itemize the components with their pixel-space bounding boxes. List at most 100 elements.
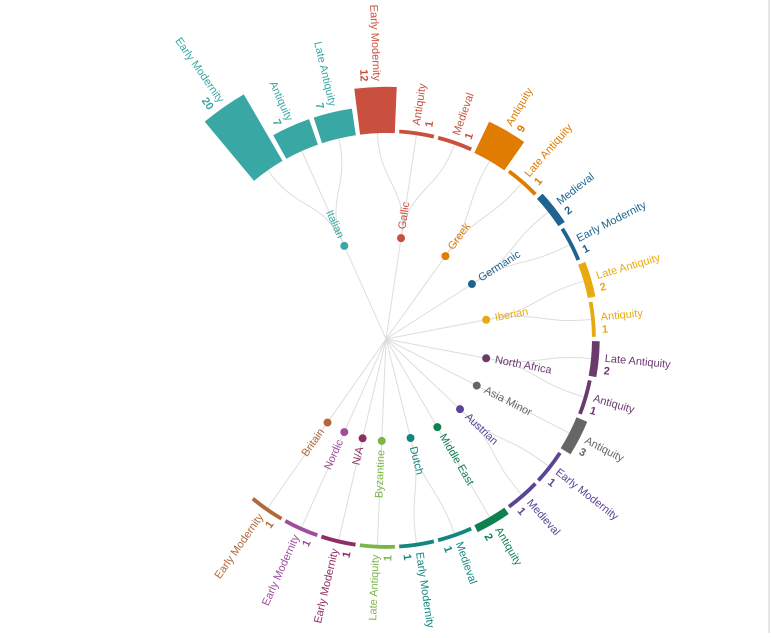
group-label-text: Greek [446, 221, 474, 253]
leaf-bar [437, 526, 472, 543]
root-link [385, 338, 412, 439]
leaf-count: 1 [588, 405, 597, 418]
group-label-text: N/A [350, 445, 366, 466]
group-nodes [323, 234, 491, 445]
leaf-label-text: Antiquity [592, 393, 636, 417]
leaf-label: Early Modernity1 [260, 533, 314, 613]
group-node [358, 434, 367, 443]
leaf-link [400, 144, 455, 239]
leaf-link [486, 315, 592, 322]
leaf-bar [536, 451, 562, 482]
leaf-link [471, 244, 570, 285]
leaf-label-text: Early Modernity [413, 551, 436, 629]
root-link [362, 338, 387, 439]
group-label-text: Asia Minor [482, 384, 534, 419]
leaf-link [486, 356, 592, 363]
leaf-bar [204, 94, 283, 181]
leaf-link [410, 437, 455, 534]
scrollbar-track[interactable] [768, 0, 770, 633]
group-node [340, 428, 349, 437]
leaf-link [445, 183, 522, 257]
root-link [385, 238, 402, 340]
leaf-label: Early Modernity1 [312, 547, 354, 628]
group-node [456, 405, 465, 414]
leaf-label-text: Antiquity [583, 435, 626, 465]
leaf-label: Late Antiquity1 [367, 554, 394, 622]
leaf-link [436, 426, 491, 518]
root-link [343, 338, 387, 433]
group-label: Germanic [476, 248, 523, 284]
leaf-link [445, 160, 491, 257]
leaf-label: Early Modernity1 [212, 511, 276, 588]
leaf-link [338, 438, 364, 540]
leaf-bar [560, 417, 588, 455]
leaf-link [267, 422, 328, 509]
leaf-count: 7 [313, 102, 326, 111]
group-label: Asia Minor [482, 384, 534, 419]
leaf-label-text: Early Modernity [553, 466, 621, 523]
leaf-link [267, 169, 345, 247]
leaf-bar [588, 301, 596, 337]
leaf-link [376, 133, 403, 239]
group-node [323, 418, 332, 427]
root-link [385, 255, 446, 340]
root-link [385, 338, 461, 410]
group-label: Italian [323, 208, 346, 240]
leaf-count: 9 [515, 123, 528, 134]
leaf-label-text: Early Modernity [172, 36, 226, 106]
root-link [327, 338, 387, 423]
leaf-link [376, 440, 383, 545]
leaf-count: 2 [603, 365, 610, 378]
leaf-label: Late Antiquity7 [299, 40, 338, 110]
leaf-label-text: Early Modernity [367, 4, 382, 81]
leaf-count: 1 [581, 242, 592, 255]
leaf-bar [284, 519, 318, 538]
leaf-label-text: Antiquity [504, 85, 536, 128]
leaf-link [459, 408, 549, 467]
leaf-bar [507, 169, 537, 196]
group-label: Austrian [462, 411, 500, 447]
leaf-label: Antiquity1 [588, 393, 636, 429]
leaf-label: Antiquity1 [411, 82, 442, 128]
group-label-text: Austrian [462, 411, 500, 447]
group-node [397, 234, 406, 243]
links [267, 133, 592, 545]
leaf-label-text: Late Antiquity [595, 252, 662, 282]
leaf-label: Early Modernity1 [575, 199, 655, 256]
leaf-count: 1 [300, 538, 313, 548]
leaf-label: Late Antiquity2 [603, 353, 672, 384]
root-link [385, 338, 438, 428]
leaf-bar [399, 539, 435, 549]
leaf-label: Antiquity7 [255, 79, 295, 128]
group-node [472, 381, 481, 390]
leaf-bar [437, 135, 472, 152]
leaf-label-text: Medieval [555, 171, 597, 208]
leaf-bar [399, 129, 435, 139]
group-label-text: Iberian [494, 306, 529, 324]
leaf-count: 1 [263, 519, 276, 531]
root-link [385, 338, 477, 387]
leaf-label: Antiquity1 [600, 307, 645, 336]
leaf-bar [474, 507, 509, 533]
leaf-bar [354, 86, 397, 135]
group-label: Britain [299, 426, 327, 458]
leaf-label-text: Late Antiquity [311, 40, 338, 108]
leaf-count: 1 [401, 553, 414, 561]
leaf-count: 2 [481, 532, 494, 543]
leaf-label: Late Antiquity2 [595, 252, 666, 294]
leaf-label-text: Early Modernity [312, 547, 341, 625]
leaf-label-text: Late Antiquity [604, 353, 671, 371]
leaf-count: 7 [270, 118, 283, 128]
group-label-text: North Africa [494, 354, 554, 377]
leaf-label-text: Early Modernity [212, 511, 266, 581]
group-node [406, 434, 415, 443]
group-label-text: Germanic [476, 248, 523, 284]
leaf-count: 1 [515, 505, 528, 518]
leaf-bar [536, 193, 565, 227]
leaf-bar [588, 341, 600, 378]
leaf-link [410, 437, 417, 543]
leaf-link [400, 135, 417, 239]
group-label: Greek [446, 221, 474, 253]
leaf-label-text: Late Antiquity [367, 554, 382, 621]
group-node [441, 252, 450, 261]
